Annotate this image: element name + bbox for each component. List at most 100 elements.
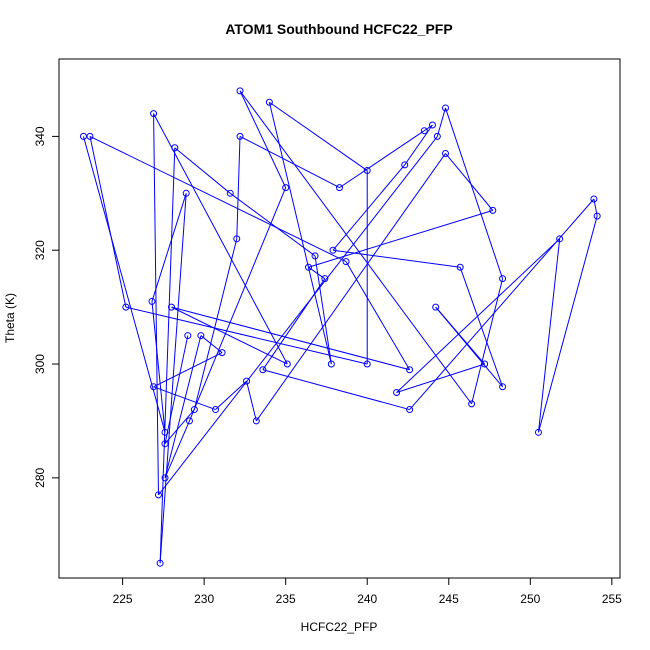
series-segment bbox=[82, 136, 166, 433]
series-segment bbox=[314, 255, 332, 365]
series-segment bbox=[537, 238, 561, 433]
series-segment bbox=[255, 153, 446, 422]
series-segment bbox=[151, 301, 166, 433]
data-point bbox=[393, 388, 401, 396]
series-segment bbox=[246, 380, 257, 422]
series-segment bbox=[445, 153, 494, 211]
data-point bbox=[156, 559, 164, 567]
series-segment bbox=[153, 352, 223, 388]
data-point bbox=[218, 349, 226, 357]
series-segment bbox=[471, 278, 504, 404]
y-tick-label: 280 bbox=[33, 468, 47, 488]
data-point bbox=[171, 144, 179, 152]
data-point bbox=[428, 121, 436, 129]
data-point bbox=[327, 360, 335, 368]
series-segment bbox=[153, 386, 216, 411]
series-segment bbox=[262, 278, 326, 370]
series-segment bbox=[445, 107, 504, 279]
data-point bbox=[468, 400, 476, 408]
data-point bbox=[259, 366, 267, 374]
data-point bbox=[363, 360, 371, 368]
x-axis: 225 230 235 240 245 250 255 bbox=[113, 577, 622, 606]
data-point bbox=[499, 383, 507, 391]
data-point bbox=[185, 417, 193, 425]
series-segment bbox=[269, 101, 368, 171]
data-point bbox=[336, 184, 343, 192]
data-point bbox=[363, 167, 371, 175]
series-segment bbox=[396, 363, 485, 393]
x-tick-label: 245 bbox=[439, 592, 459, 606]
data-point bbox=[212, 406, 220, 414]
x-tick-label: 225 bbox=[113, 592, 133, 606]
series-segment bbox=[436, 107, 446, 137]
data-point bbox=[321, 275, 329, 283]
data-point bbox=[406, 406, 414, 414]
data-point bbox=[311, 252, 319, 260]
series-segment bbox=[159, 147, 176, 564]
data-point bbox=[433, 132, 441, 140]
series-segment bbox=[239, 90, 472, 405]
series-segment bbox=[409, 198, 595, 410]
data-point bbox=[401, 161, 409, 169]
series-segment bbox=[268, 102, 332, 365]
series-segment bbox=[153, 113, 288, 365]
series-segment bbox=[229, 192, 316, 257]
data-point bbox=[243, 377, 251, 385]
series-segment bbox=[125, 306, 368, 365]
chart-title: ATOM1 Southbound HCFC22_PFP bbox=[225, 21, 452, 37]
data-point bbox=[161, 428, 169, 436]
series-segment bbox=[236, 136, 241, 239]
data-point bbox=[182, 189, 190, 197]
data-point bbox=[154, 491, 162, 499]
data-point bbox=[233, 235, 241, 243]
series-segment bbox=[89, 135, 347, 263]
series-segment bbox=[332, 164, 406, 251]
series-segment bbox=[189, 187, 287, 422]
series-segment bbox=[239, 90, 287, 188]
data-point bbox=[236, 132, 244, 140]
plot-area bbox=[58, 58, 621, 579]
series-lines bbox=[82, 90, 598, 564]
series-segment bbox=[459, 267, 504, 387]
y-tick-label: 340 bbox=[33, 126, 47, 146]
series-segment bbox=[174, 147, 231, 194]
series-segment bbox=[404, 124, 433, 166]
data-point bbox=[406, 366, 414, 374]
series-segment bbox=[537, 215, 598, 433]
data-point bbox=[226, 189, 234, 197]
y-axis-label: Theta (K) bbox=[3, 293, 17, 343]
data-point bbox=[590, 195, 598, 203]
x-axis-label: HCFC22_PFP bbox=[301, 620, 378, 634]
data-point bbox=[329, 246, 337, 254]
series-segment bbox=[424, 124, 433, 132]
data-point bbox=[150, 383, 158, 391]
data-point bbox=[86, 132, 94, 140]
series-segment bbox=[89, 136, 127, 308]
series-segment bbox=[200, 335, 223, 354]
data-point bbox=[283, 360, 291, 368]
x-tick-label: 230 bbox=[194, 592, 214, 606]
data-point bbox=[236, 87, 244, 95]
series-segment bbox=[164, 335, 202, 478]
data-point bbox=[432, 303, 440, 311]
series-segment bbox=[164, 420, 190, 479]
series-points bbox=[79, 87, 601, 567]
data-point bbox=[168, 303, 176, 311]
data-point bbox=[442, 104, 450, 112]
x-tick-label: 250 bbox=[520, 592, 540, 606]
series-segment bbox=[159, 193, 187, 564]
data-point bbox=[122, 303, 130, 311]
series-segment bbox=[239, 135, 340, 189]
data-point bbox=[150, 110, 158, 118]
x-tick-label: 235 bbox=[276, 592, 296, 606]
data-point bbox=[456, 263, 464, 271]
data-point bbox=[282, 184, 290, 192]
data-point bbox=[481, 360, 489, 368]
y-axis: 280 300 320 340 bbox=[33, 126, 60, 488]
data-point bbox=[534, 428, 542, 436]
series-segment bbox=[193, 238, 238, 410]
series-segment bbox=[153, 113, 159, 495]
data-point bbox=[184, 332, 192, 340]
y-tick-label: 300 bbox=[33, 354, 47, 374]
